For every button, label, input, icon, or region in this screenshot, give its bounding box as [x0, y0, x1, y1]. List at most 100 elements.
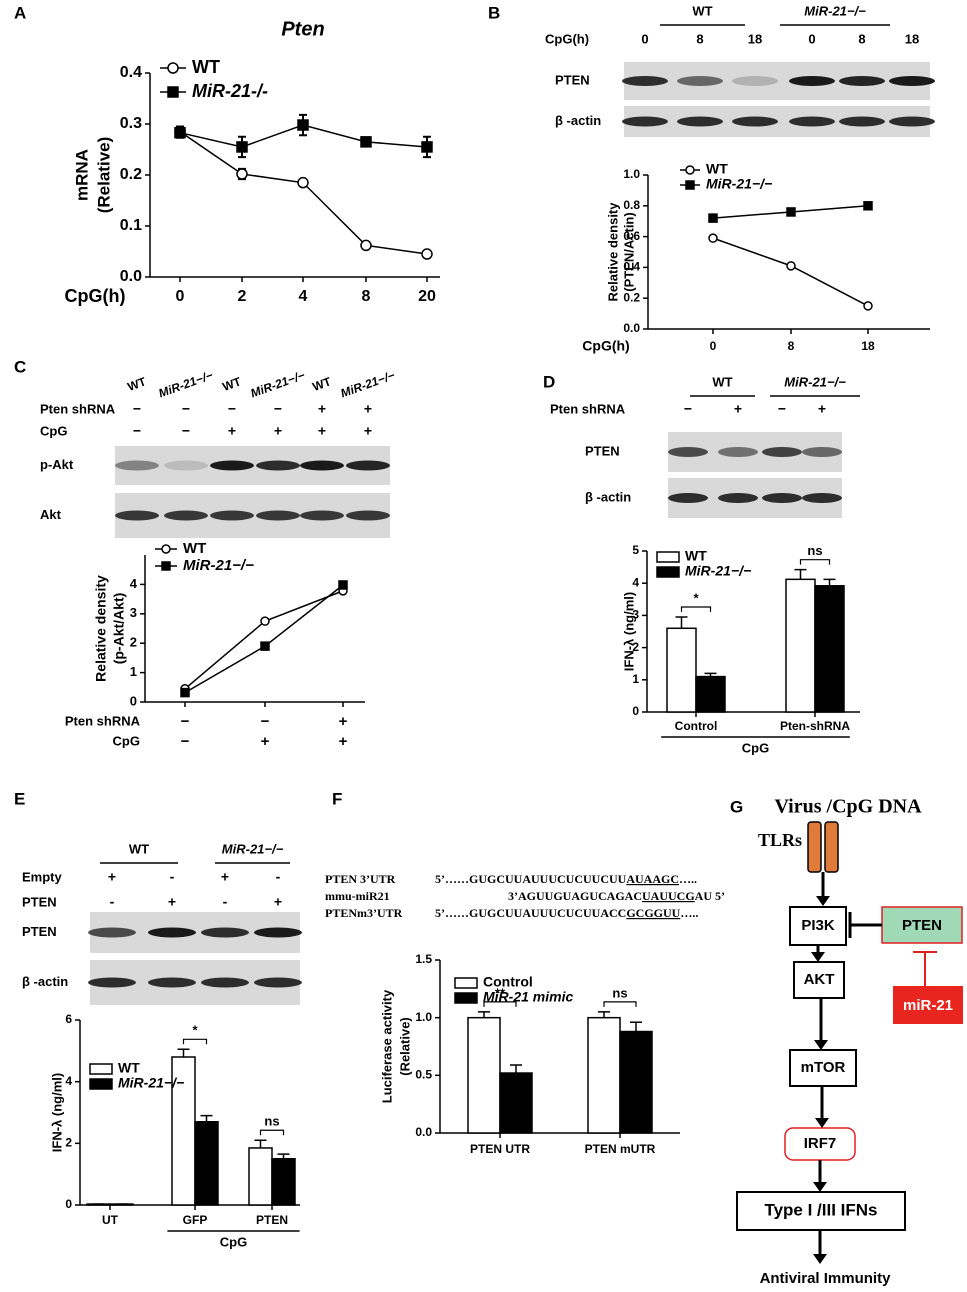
significance-label: ns: [264, 1114, 279, 1129]
blot-row-label: PTEN: [585, 443, 620, 458]
marker: [260, 616, 270, 626]
x-tick-label: PTEN: [256, 1213, 288, 1227]
blot-band: [201, 977, 249, 988]
blot-condition-value: −: [133, 423, 141, 439]
x-tick-label: PTEN UTR: [470, 1142, 530, 1156]
blot-band: [789, 116, 835, 127]
y-tick-label: 1: [130, 664, 137, 679]
y-tick-label: 2: [632, 640, 639, 654]
marker: [685, 180, 695, 190]
y-axis-label: IFN-λ (ng/ml): [621, 592, 636, 671]
y-tick-label: 1: [632, 672, 639, 686]
legend-swatch: [454, 992, 478, 1004]
y-axis-label: Relative density: [93, 575, 109, 682]
x-tick-label: 4: [299, 288, 308, 305]
y-axis-label: Relative density: [605, 202, 620, 302]
x-axis-label: CpG(h): [65, 286, 126, 306]
sequence-suffix: …..: [680, 906, 698, 920]
x-tick-label: 2: [238, 288, 247, 305]
y-tick-label: 0.0: [120, 268, 142, 285]
blot-band: [256, 460, 300, 471]
y-tick-label: 0.3: [120, 115, 142, 132]
blot-band: [789, 76, 835, 86]
blot-band: [164, 460, 208, 471]
significance-bracket: [483, 1001, 517, 1007]
pathway-node: IRF7: [804, 1135, 837, 1152]
blot-condition-label: PTEN: [22, 894, 57, 909]
x-row-value: +: [261, 733, 270, 750]
blot-row-label: p-Akt: [40, 457, 74, 472]
y-axis-label: Luciferase activity: [379, 989, 394, 1103]
bar: [695, 675, 726, 713]
blot-row-header: CpG(h): [545, 31, 589, 46]
blot-condition-label: Empty: [22, 869, 63, 884]
sequence-label: PTENm3’UTR: [325, 906, 403, 920]
pathway-node: PI3K: [801, 917, 835, 934]
blot-band: [88, 977, 136, 988]
x-tick-label: 8: [362, 288, 371, 305]
x-tick-label: UT: [102, 1213, 119, 1227]
blot-condition-value: +: [734, 401, 742, 417]
marker: [236, 141, 248, 153]
y-tick-label: 0.2: [623, 290, 640, 304]
legend-label: WT: [192, 57, 220, 77]
blot-condition-label: Pten shRNA: [40, 401, 116, 416]
bar: [499, 1072, 533, 1134]
significance-label: *: [192, 1023, 198, 1038]
sequence-site: AUAAGC: [626, 872, 679, 886]
significance-bracket: [259, 1129, 285, 1136]
blot-lane-label: 8: [858, 31, 865, 46]
marker: [297, 176, 309, 189]
blot-condition-value: +: [818, 401, 826, 417]
receptor-label: TLRs: [758, 830, 802, 850]
bar: [619, 1030, 653, 1134]
marker: [297, 119, 309, 131]
blot-band: [622, 76, 668, 86]
x-row-label: Pten shRNA: [65, 713, 141, 728]
x-tick-label: 8: [788, 339, 795, 353]
sequence-prefix: 5’……GUGCUUAUUUCUCUUCUU: [435, 872, 627, 886]
panel-label: G: [730, 797, 743, 816]
blot-condition-value: +: [108, 869, 116, 885]
bar: [785, 578, 816, 713]
y-tick-label: 0: [65, 1197, 72, 1211]
marker: [167, 86, 179, 98]
marker: [338, 580, 348, 590]
blot-condition-value: +: [228, 423, 236, 439]
sequence: 3’AGUUGUAGUCAGACUAUUCGAU 5’: [508, 889, 725, 903]
blot-band: [346, 460, 390, 471]
blot-band: [254, 927, 302, 938]
x-tick-label: Pten-shRNA: [780, 719, 850, 733]
legend-swatch: [656, 551, 680, 563]
marker: [180, 687, 190, 698]
y-tick-label: 0: [632, 704, 639, 718]
y-axis-label: (PTEN/Actin): [621, 212, 636, 291]
sequence-site: GCGGUU: [626, 906, 680, 920]
blot-band: [762, 493, 802, 503]
error-bar: [177, 1048, 190, 1057]
blot-lane-label: WT: [126, 374, 149, 394]
blot-band: [732, 76, 778, 86]
blot-lane-label: MiR-21−/−: [157, 368, 215, 401]
error-bar: [598, 1011, 610, 1018]
marker: [360, 136, 372, 148]
stimulus: Virus /CpG DNA: [774, 796, 922, 818]
marker: [260, 641, 270, 651]
blot-condition-value: −: [182, 423, 190, 439]
blot-condition-value: +: [274, 423, 282, 439]
blot-condition-value: +: [318, 423, 326, 439]
sequence-suffix: …..: [679, 872, 697, 886]
legend-label: MiR-21−/−: [685, 563, 751, 579]
significance-label: *: [693, 590, 699, 605]
significance-bracket: [799, 559, 831, 565]
legend-label: MiR-21−/−: [183, 557, 254, 574]
y-tick-label: 4: [130, 576, 138, 591]
blot-condition-value: +: [364, 401, 372, 417]
significance-bracket: [182, 1038, 208, 1045]
blot-group-label: MiR-21−/−: [804, 3, 866, 18]
x-tick-label: GFP: [183, 1213, 208, 1227]
marker: [863, 201, 873, 211]
blot-lane-label: 18: [905, 31, 919, 46]
blot-band: [718, 493, 758, 503]
